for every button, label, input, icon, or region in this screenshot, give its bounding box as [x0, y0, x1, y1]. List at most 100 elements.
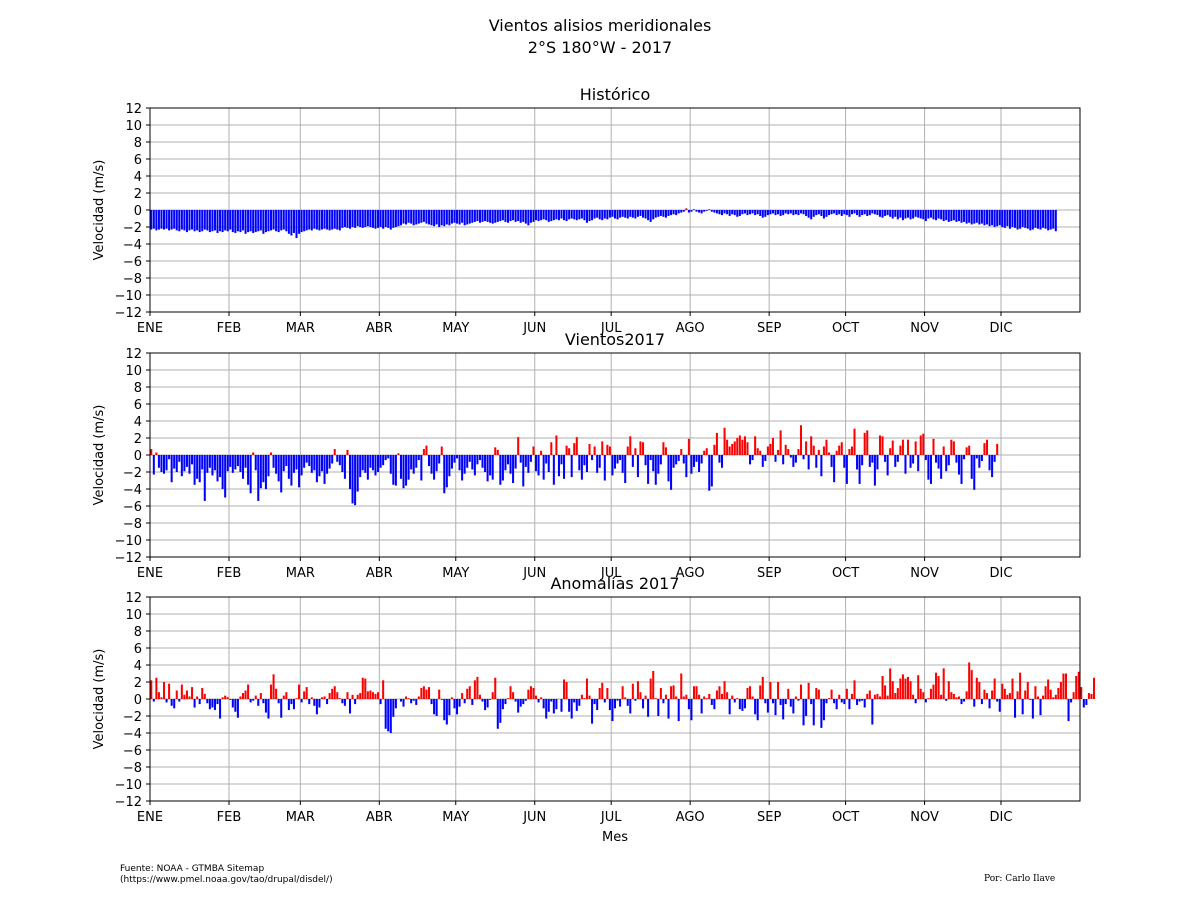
data-bar	[917, 455, 920, 472]
data-bar	[252, 699, 255, 701]
data-bar	[366, 210, 369, 227]
data-bar	[318, 455, 321, 477]
data-bar	[504, 699, 507, 705]
data-bar	[402, 455, 405, 489]
data-bar	[443, 210, 446, 227]
data-bar	[1029, 699, 1032, 700]
data-bar	[871, 455, 874, 463]
data-bar	[389, 455, 392, 474]
data-bar	[155, 452, 158, 455]
x-tick-label: MAY	[442, 566, 469, 581]
data-bar	[1014, 210, 1017, 228]
data-bar	[578, 455, 581, 471]
data-bar	[532, 446, 535, 455]
data-bar	[692, 455, 696, 467]
data-bar	[478, 210, 481, 223]
data-bar	[927, 455, 930, 480]
data-bar	[593, 699, 596, 705]
data-bar	[848, 210, 851, 217]
data-bar	[275, 455, 278, 474]
data-bar	[1019, 210, 1022, 229]
data-bar	[1011, 210, 1014, 227]
data-bar	[183, 694, 186, 699]
data-bar	[687, 699, 690, 710]
data-bar	[937, 676, 940, 699]
data-bar	[695, 686, 698, 699]
data-bar	[262, 210, 265, 234]
data-bar	[789, 699, 792, 707]
data-bar	[155, 677, 158, 699]
data-bar	[348, 699, 352, 714]
data-bar	[196, 696, 199, 699]
data-bar	[303, 691, 306, 699]
data-bar	[975, 677, 978, 699]
data-bar	[764, 455, 767, 461]
data-bar	[720, 210, 724, 216]
data-bar	[756, 448, 759, 455]
data-bar	[563, 455, 566, 479]
data-bar	[761, 455, 764, 467]
data-bar	[710, 455, 713, 487]
data-bar	[468, 210, 471, 224]
data-bar	[264, 210, 267, 233]
data-bar	[878, 696, 882, 699]
data-bar	[613, 210, 617, 219]
data-bar	[239, 455, 242, 472]
data-bar	[175, 690, 178, 699]
x-tick-label: OCT	[832, 566, 859, 581]
data-bar	[942, 210, 945, 222]
y-tick-label: −6	[123, 744, 142, 759]
data-bar	[305, 210, 308, 231]
data-bar	[371, 455, 374, 471]
data-bar	[924, 699, 927, 703]
data-bar	[797, 449, 800, 455]
x-tick-label: FEB	[217, 810, 242, 825]
data-bar	[295, 698, 298, 699]
data-bar	[606, 444, 609, 455]
data-bar	[506, 455, 510, 465]
data-bar	[463, 210, 466, 226]
data-bar	[333, 449, 336, 455]
data-bar	[341, 455, 344, 472]
data-bar	[591, 699, 594, 724]
data-bar	[1039, 699, 1042, 716]
data-bar	[338, 455, 341, 466]
data-bar	[692, 209, 696, 210]
author-credit: Por: Carlo Ilave	[984, 874, 1056, 884]
data-bar	[547, 455, 550, 472]
data-bar	[929, 455, 932, 484]
data-bar	[820, 210, 823, 216]
data-bar	[794, 210, 797, 215]
x-tick-label: JUN	[522, 566, 546, 581]
data-bar	[506, 210, 510, 223]
data-bar	[537, 699, 540, 703]
data-bar	[922, 210, 925, 220]
data-bar	[705, 210, 708, 211]
data-bar	[560, 699, 563, 712]
data-bar	[805, 210, 808, 216]
data-bar	[682, 696, 685, 699]
data-bar	[705, 448, 708, 455]
data-bar	[185, 455, 188, 467]
data-bar	[963, 210, 966, 222]
data-bar	[333, 210, 336, 229]
data-bar	[412, 210, 415, 226]
data-bar	[392, 455, 395, 485]
data-bar	[208, 699, 211, 710]
data-bar	[545, 455, 548, 464]
data-bar	[766, 446, 769, 455]
data-bar	[929, 688, 932, 699]
data-bar	[417, 696, 420, 699]
data-bar	[514, 455, 517, 469]
data-bar	[162, 455, 166, 474]
data-bar	[570, 699, 573, 719]
data-bar	[899, 678, 902, 699]
data-bar	[560, 210, 563, 219]
data-bar	[670, 686, 673, 699]
data-bar	[904, 210, 907, 219]
data-bar	[310, 455, 313, 473]
data-bar	[1026, 210, 1029, 229]
data-bar	[932, 684, 935, 699]
data-bar	[540, 210, 543, 221]
data-bar	[657, 210, 660, 217]
